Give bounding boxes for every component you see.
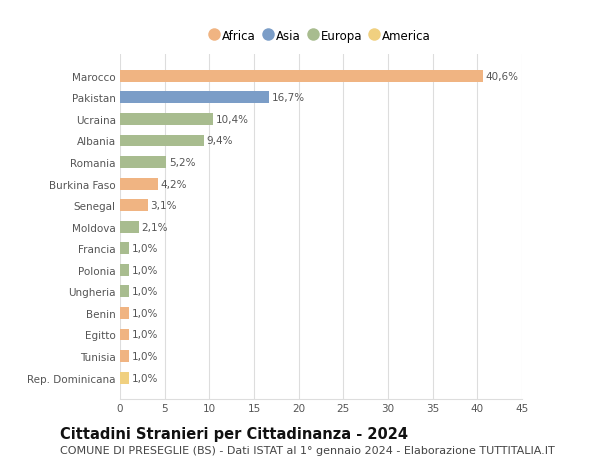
Text: 4,2%: 4,2% <box>160 179 187 189</box>
Text: 1,0%: 1,0% <box>131 244 158 254</box>
Bar <box>120 372 129 384</box>
Text: 9,4%: 9,4% <box>206 136 233 146</box>
Bar <box>120 178 158 190</box>
Legend: Africa, Asia, Europa, America: Africa, Asia, Europa, America <box>208 27 434 46</box>
Text: 2,1%: 2,1% <box>142 222 168 232</box>
Bar <box>120 350 129 362</box>
Bar <box>120 114 213 126</box>
Text: COMUNE DI PRESEGLIE (BS) - Dati ISTAT al 1° gennaio 2024 - Elaborazione TUTTITAL: COMUNE DI PRESEGLIE (BS) - Dati ISTAT al… <box>60 445 555 455</box>
Bar <box>120 221 139 233</box>
Bar <box>120 157 166 168</box>
Bar <box>120 92 269 104</box>
Text: 1,0%: 1,0% <box>131 287 158 297</box>
Bar <box>120 308 129 319</box>
Bar <box>120 135 204 147</box>
Bar <box>120 243 129 255</box>
Text: 3,1%: 3,1% <box>151 201 177 211</box>
Text: 1,0%: 1,0% <box>131 373 158 383</box>
Text: 40,6%: 40,6% <box>485 72 518 82</box>
Bar <box>120 264 129 276</box>
Text: 1,0%: 1,0% <box>131 351 158 361</box>
Text: 1,0%: 1,0% <box>131 265 158 275</box>
Bar <box>120 286 129 297</box>
Text: Cittadini Stranieri per Cittadinanza - 2024: Cittadini Stranieri per Cittadinanza - 2… <box>60 426 408 441</box>
Text: 1,0%: 1,0% <box>131 330 158 340</box>
Bar <box>120 329 129 341</box>
Bar <box>120 200 148 212</box>
Text: 16,7%: 16,7% <box>272 93 305 103</box>
Text: 5,2%: 5,2% <box>169 158 196 168</box>
Bar <box>120 71 482 83</box>
Text: 1,0%: 1,0% <box>131 308 158 318</box>
Text: 10,4%: 10,4% <box>215 115 248 125</box>
